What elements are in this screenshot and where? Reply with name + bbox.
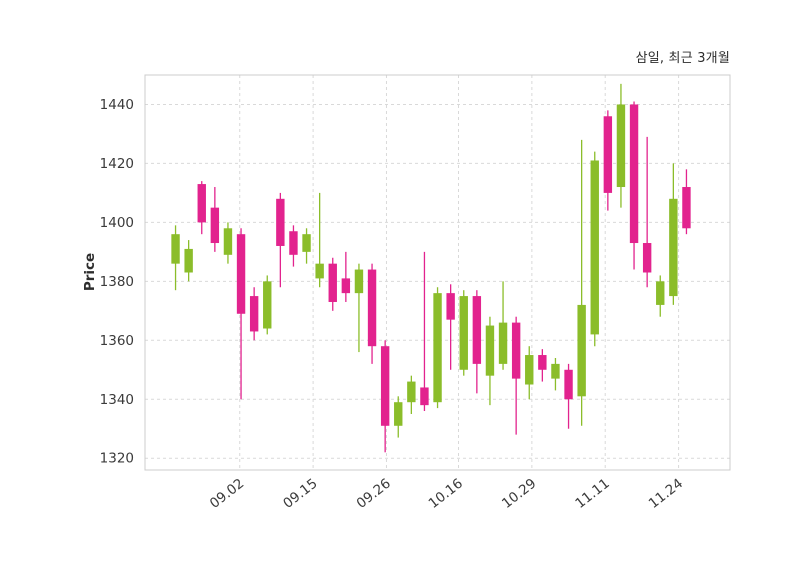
- x-tick-label: 09.02: [207, 476, 247, 512]
- candle-body-up: [433, 293, 442, 403]
- x-tick-label: 11.24: [646, 476, 686, 512]
- y-tick-label: 1440: [100, 97, 134, 113]
- candle-body-down: [603, 116, 613, 193]
- candle-body-up: [590, 160, 599, 335]
- candle-body-up: [263, 281, 272, 329]
- candle-body-down: [446, 293, 455, 320]
- x-tick-label: 10.16: [426, 476, 466, 512]
- candle-body-up: [302, 234, 311, 252]
- candle-body-down: [642, 243, 652, 273]
- candle-body-up: [223, 228, 233, 255]
- candle-body-down: [380, 346, 390, 426]
- plot-border: [144, 74, 731, 471]
- candle-body-down: [420, 387, 429, 406]
- candle-body-down: [472, 296, 482, 364]
- gridlines: [145, 75, 730, 470]
- candle-body-up: [354, 269, 364, 294]
- candle-body-up: [184, 248, 193, 273]
- candle-body-up: [394, 402, 403, 426]
- y-axis-ticks: 1320 1340 1360 1380 1400 1420 1440: [100, 97, 134, 467]
- candle-body-down: [210, 207, 220, 244]
- candle-body-down: [538, 355, 547, 370]
- x-tick-label: 11.11: [572, 476, 612, 512]
- y-tick-label: 1380: [100, 274, 134, 290]
- candles: [171, 83, 691, 453]
- candle-body-up: [577, 304, 586, 397]
- candle-body-up: [525, 355, 534, 385]
- y-tick-label: 1320: [100, 451, 134, 467]
- candle-body-down: [367, 269, 377, 347]
- candle-body-up: [616, 104, 626, 188]
- x-axis-ticks: 09.02 09.15 09.26 10.16 10.29 11.11 11.24: [207, 476, 686, 512]
- y-tick-label: 1400: [100, 215, 134, 231]
- y-tick-label: 1420: [100, 156, 134, 172]
- candle-body-up: [171, 234, 180, 264]
- x-tick-label: 09.26: [354, 476, 394, 512]
- candle-body-up: [407, 381, 416, 403]
- candle-body-down: [511, 322, 521, 379]
- x-tick-label: 10.29: [499, 476, 539, 512]
- candle-body-up: [551, 363, 560, 379]
- candle-body-down: [629, 104, 639, 244]
- candle-body-down: [564, 369, 573, 400]
- candle-body-down: [289, 231, 298, 255]
- candle-body-up: [459, 296, 468, 370]
- candle-body-up: [498, 322, 508, 364]
- candle-body-down: [249, 296, 259, 332]
- chart-title: 삼일, 최근 3개월: [635, 51, 730, 66]
- candle-body-up: [485, 325, 495, 376]
- candle-body-down: [236, 234, 246, 314]
- candle-body-down: [682, 187, 691, 229]
- candle-body-up: [315, 263, 324, 279]
- candle-body-up: [669, 198, 678, 297]
- candle-body-down: [197, 184, 206, 223]
- candle-body-down: [341, 278, 351, 294]
- y-tick-label: 1360: [100, 333, 134, 349]
- x-tick-label: 09.15: [280, 476, 320, 512]
- candle-body-down: [328, 263, 337, 302]
- candle-body-down: [276, 198, 285, 246]
- y-tick-label: 1340: [100, 392, 134, 408]
- candle-body-up: [656, 281, 665, 305]
